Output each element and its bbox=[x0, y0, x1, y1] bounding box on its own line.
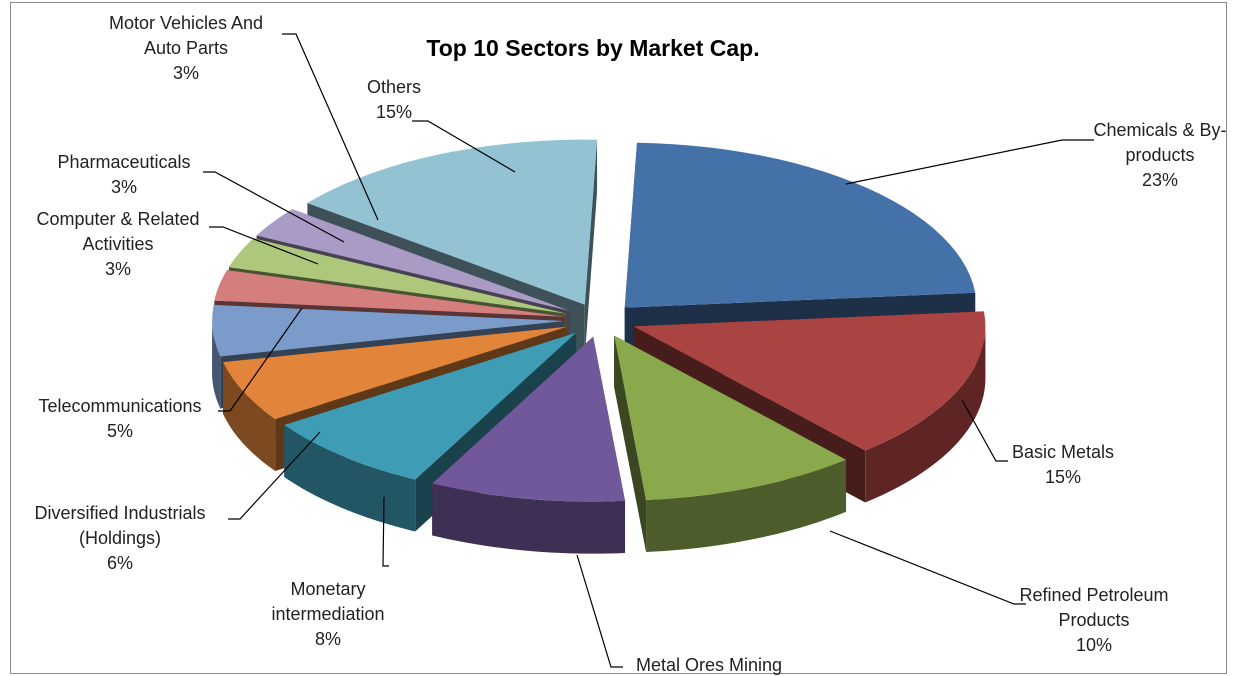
leader-line-computer-related-activities bbox=[209, 226, 319, 265]
data-label-chemicals-by-products: Chemicals & By-products 23% bbox=[1093, 120, 1226, 190]
data-label-name-chemicals-by-products: products bbox=[1125, 145, 1194, 165]
slices-layer bbox=[212, 139, 986, 554]
data-label-name-diversified-industrials-holdings: (Holdings) bbox=[79, 528, 161, 548]
leader-line-pharmaceuticals bbox=[203, 171, 345, 243]
slice-diversified-industrials-holdings bbox=[223, 326, 567, 419]
data-label-name-computer-related-activities: Activities bbox=[82, 234, 153, 254]
data-label-others: Others 15% bbox=[367, 77, 421, 122]
data-label-value-others: 15% bbox=[376, 102, 412, 122]
data-label-name-motor-vehicles-and-auto-parts: Auto Parts bbox=[144, 38, 228, 58]
data-label-motor-vehicles-and-auto-parts: Motor Vehicles And Auto Parts 3% bbox=[109, 13, 263, 83]
slice-side-refined-petroleum-products-0 bbox=[646, 459, 847, 552]
slice-wall-others-1 bbox=[584, 139, 598, 357]
data-label-name-basic-metals: Basic Metals bbox=[1012, 442, 1114, 462]
leader-line-monetary-intermediation bbox=[382, 496, 389, 567]
slice-telecommunications bbox=[212, 304, 565, 357]
data-label-value-motor-vehicles-and-auto-parts: 3% bbox=[173, 63, 199, 83]
leader-line-motor-vehicles-and-auto-parts bbox=[282, 33, 379, 221]
leader-line-others bbox=[412, 120, 516, 173]
leader-lines-layer bbox=[203, 33, 1094, 668]
data-label-name-chemicals-by-products: Chemicals & By- bbox=[1093, 120, 1226, 140]
data-label-value-computer-related-activities: 3% bbox=[105, 259, 131, 279]
slice-pharmaceuticals bbox=[228, 238, 567, 314]
data-label-value-basic-metals: 15% bbox=[1045, 467, 1081, 487]
slice-chemicals-by-products bbox=[624, 142, 976, 308]
data-label-computer-related-activities: Computer & Related Activities 3% bbox=[36, 209, 199, 279]
leader-line-diversified-industrials-holdings bbox=[228, 431, 321, 520]
slice-refined-petroleum-products bbox=[614, 335, 847, 500]
data-label-name-telecommunications: Telecommunications bbox=[38, 396, 201, 416]
slice-side-telecommunications-0 bbox=[212, 321, 221, 409]
leader-line-chemicals-by-products bbox=[845, 139, 1094, 185]
data-label-value-diversified-industrials-holdings: 6% bbox=[107, 553, 133, 573]
data-label-name-refined-petroleum-products: Products bbox=[1058, 610, 1129, 630]
slice-wall-refined-petroleum-products-1 bbox=[614, 335, 647, 552]
chart-title: Top 10 Sectors by Market Cap. bbox=[426, 35, 759, 61]
data-label-value-pharmaceuticals: 3% bbox=[111, 177, 137, 197]
slice-monetary-intermediation bbox=[284, 332, 577, 480]
data-label-name-diversified-industrials-holdings: Diversified Industrials bbox=[34, 503, 205, 523]
data-label-name-computer-related-activities: Computer & Related bbox=[36, 209, 199, 229]
slice-motor-vehicles-and-auto-parts bbox=[256, 209, 570, 311]
data-label-pharmaceuticals: Pharmaceuticals 3% bbox=[57, 152, 190, 197]
data-label-basic-metals: Basic Metals 15% bbox=[1012, 442, 1114, 487]
slice-side-monetary-intermediation-0 bbox=[284, 424, 416, 532]
data-label-name-others: Others bbox=[367, 77, 421, 97]
data-label-value-telecommunications: 5% bbox=[107, 421, 133, 441]
slice-side-basic-metals-0 bbox=[865, 326, 986, 503]
data-label-name-motor-vehicles-and-auto-parts: Motor Vehicles And bbox=[109, 13, 263, 33]
slice-metal-ores-mining bbox=[432, 336, 626, 502]
slice-computer-related-activities bbox=[214, 270, 565, 317]
data-label-name-metal-ores-mining: Metal Ores Mining bbox=[636, 655, 782, 675]
data-label-value-monetary-intermediation: 8% bbox=[315, 629, 341, 649]
data-label-name-pharmaceuticals: Pharmaceuticals bbox=[57, 152, 190, 172]
data-label-monetary-intermediation: Monetary intermediation 8% bbox=[271, 579, 384, 649]
slice-basic-metals bbox=[633, 311, 986, 451]
leader-line-basic-metals bbox=[961, 399, 1008, 462]
data-label-metal-ores-mining: Metal Ores Mining9% bbox=[636, 655, 782, 675]
data-label-name-refined-petroleum-products: Refined Petroleum bbox=[1019, 585, 1168, 605]
leader-line-telecommunications bbox=[218, 307, 303, 412]
slice-others bbox=[307, 139, 598, 305]
leader-line-refined-petroleum-products bbox=[829, 530, 1026, 605]
data-label-value-refined-petroleum-products: 10% bbox=[1076, 635, 1112, 655]
data-label-diversified-industrials-holdings: Diversified Industrials (Holdings) 6% bbox=[34, 503, 205, 573]
slice-tops bbox=[212, 139, 986, 502]
data-label-name-monetary-intermediation: Monetary bbox=[290, 579, 365, 599]
data-label-value-chemicals-by-products: 23% bbox=[1142, 170, 1178, 190]
labels-layer: Chemicals & By-products 23% Basic Metals 15… bbox=[34, 13, 1226, 675]
data-label-refined-petroleum-products: Refined Petroleum Products 10% bbox=[1019, 585, 1168, 655]
slice-side-diversified-industrials-holdings-0 bbox=[223, 362, 276, 471]
data-label-name-monetary-intermediation: intermediation bbox=[271, 604, 384, 624]
slice-side-metal-ores-mining-0 bbox=[432, 483, 626, 554]
data-label-telecommunications: Telecommunications 5% bbox=[38, 396, 201, 441]
leader-line-metal-ores-mining bbox=[576, 554, 623, 668]
